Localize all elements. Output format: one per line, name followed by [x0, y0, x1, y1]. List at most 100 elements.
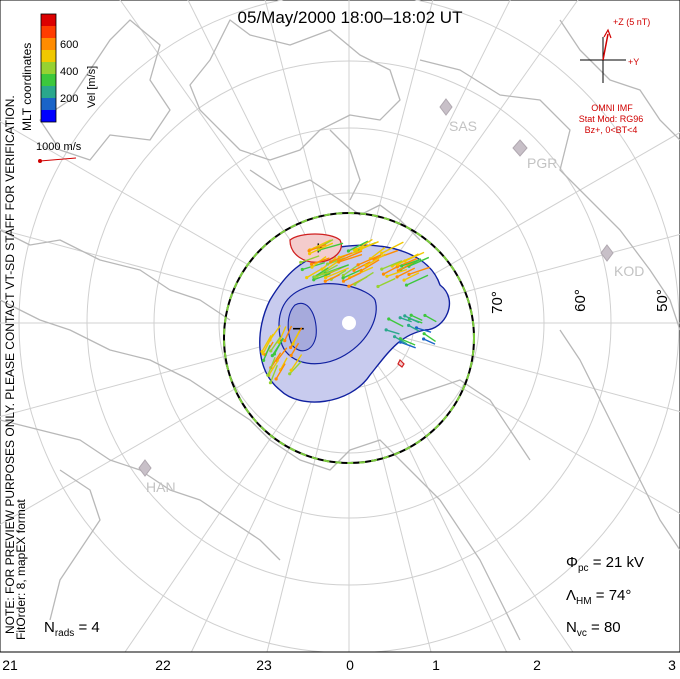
velocity-vector-origin — [407, 272, 411, 276]
velocity-vector — [399, 317, 412, 323]
colorbar-label: Vel [m/s] — [86, 65, 98, 108]
radar-label-sas: SAS — [449, 118, 478, 134]
velocity-vector — [290, 354, 303, 371]
velocity-vector-origin — [289, 345, 293, 350]
coordinates-label: MLT coordinates — [20, 42, 34, 131]
velocity-vector-origin — [387, 317, 391, 321]
velocity-vector-origin — [402, 278, 406, 282]
velocity-vector-origin — [407, 323, 411, 327]
radar-site-han — [138, 459, 152, 477]
velocity-vector-origin — [384, 328, 388, 332]
mlt-label-3: 3 — [668, 657, 676, 673]
velocity-vector-origin — [381, 272, 386, 276]
velocity-vector-origin — [289, 368, 293, 372]
velocity-vector — [377, 277, 396, 288]
velocity-vector — [397, 253, 419, 266]
imf-y-label: +Y — [628, 57, 640, 67]
velocity-vector — [396, 267, 416, 278]
velocity-vector-origin — [353, 282, 357, 286]
colorbar-tick-600: 600 — [60, 39, 79, 51]
stat-n-vc: Nvc = 80 — [566, 619, 621, 639]
velocity-vector — [275, 363, 286, 380]
velocity-vector — [338, 253, 363, 263]
velocity-vector — [406, 274, 429, 286]
velocity-vector — [410, 314, 423, 322]
mlt-label-2: 2 — [533, 657, 541, 673]
colorbar-segment — [41, 110, 56, 122]
velocity-vector-origin — [323, 279, 327, 283]
velocity-vector — [354, 271, 374, 285]
velocity-vector-origin — [341, 273, 345, 278]
velocity-vector-origin — [266, 373, 270, 377]
velocity-vector — [423, 338, 436, 345]
velocity-colorbar — [40, 13, 57, 123]
velocity-vector-origin — [307, 249, 311, 253]
velocity-vector-origin — [324, 275, 328, 280]
velocity-vector-origin — [289, 353, 293, 358]
fit-info-text: FitOrder: 8, mapEX format — [14, 499, 28, 640]
velocity-vector-origin — [274, 377, 278, 381]
velocity-vector — [313, 267, 329, 278]
radar-label-pgr: PGR — [527, 155, 558, 171]
velocity-vector-origin — [422, 337, 426, 341]
velocity-vector-origin — [305, 276, 309, 280]
velocity-vector — [357, 254, 382, 266]
mlt-label-0: 0 — [346, 657, 354, 673]
velocity-vector — [273, 337, 284, 355]
reference-vector — [38, 157, 77, 163]
colorbar-segment — [41, 14, 56, 26]
velocity-vector — [398, 261, 415, 272]
velocity-vector-origin — [364, 263, 368, 268]
radar-site-pgr — [512, 139, 528, 157]
velocity-vector — [330, 252, 353, 263]
velocity-vector — [348, 240, 369, 252]
velocity-vector — [269, 325, 281, 341]
velocity-vector — [290, 342, 300, 356]
velocity-vector — [360, 259, 380, 272]
velocity-vector — [342, 268, 363, 279]
velocity-vector-origin — [380, 267, 384, 271]
colorbar-segment — [41, 74, 56, 86]
velocity-vector-origin — [346, 249, 351, 253]
velocity-vector — [381, 260, 403, 270]
velocity-vector — [423, 333, 436, 343]
colorbar-segment — [41, 26, 56, 38]
potential-min-marker: − — [292, 316, 305, 341]
colorbar-segment — [41, 98, 56, 110]
radar-label-han: HAN — [146, 479, 176, 495]
velocity-vector — [261, 334, 272, 352]
velocity-vector-origin — [359, 269, 363, 273]
velocity-vector — [269, 364, 278, 383]
reference-vector-label: 1000 m/s — [36, 141, 82, 153]
radar-site-kod — [600, 244, 614, 262]
radar-label-kod: KOD — [614, 263, 645, 279]
velocity-vector — [306, 265, 327, 279]
velocity-vector — [386, 268, 408, 277]
velocity-vector — [403, 272, 420, 281]
radar-site-markers — [138, 98, 614, 477]
velocity-vector-origin — [262, 358, 266, 363]
velocity-vector — [369, 246, 386, 260]
velocity-vector-origin — [272, 352, 277, 356]
velocity-vector-origin — [385, 274, 389, 278]
velocity-vector — [408, 324, 420, 332]
velocity-vector — [338, 250, 363, 262]
velocity-vector-origin — [260, 349, 264, 354]
velocity-vector — [356, 238, 373, 250]
velocity-vector — [404, 315, 420, 324]
velocity-vector — [325, 267, 349, 279]
mlt-label-23: 23 — [256, 657, 272, 673]
velocity-vectors — [260, 238, 437, 385]
velocity-vector — [262, 344, 271, 361]
velocity-vector — [319, 242, 344, 251]
velocity-vector-origin — [400, 264, 404, 268]
velocity-vector — [373, 249, 399, 260]
positive-cell-small — [397, 358, 405, 368]
velocity-vector-origin — [395, 275, 399, 279]
radar-site-sas — [439, 98, 453, 116]
velocity-vector-origin — [404, 283, 409, 287]
colorbar-segment — [41, 62, 56, 74]
mlt-label-21: 21 — [2, 657, 18, 673]
velocity-vector-origin — [283, 339, 287, 343]
